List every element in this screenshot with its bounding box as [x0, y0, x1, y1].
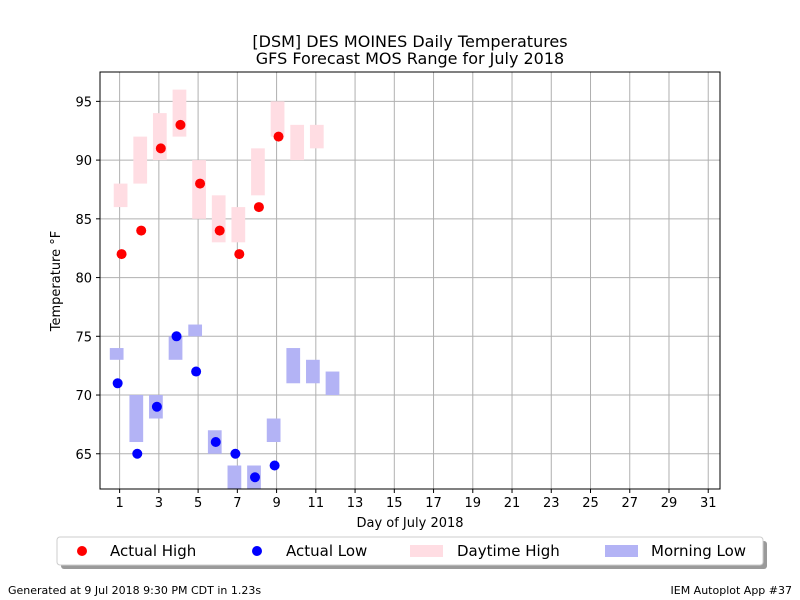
- axis-ticks: 1 3 5 7 9 11 13 15 17 19 21 23 25 27 29 316570758085909…: [75, 95, 716, 511]
- legend-actual-high-marker: [77, 546, 87, 556]
- morning-low-range-bar: [168, 336, 183, 360]
- x-tick-label: 19: [465, 496, 482, 511]
- morning-low-range-bar: [266, 418, 281, 443]
- actual-low-point: [191, 366, 202, 377]
- chart-title-line-1: [DSM] DES MOINES Daily Temperatures: [252, 32, 567, 51]
- daytime-high-range-bar: [133, 136, 148, 184]
- actual-low-point: [151, 401, 162, 412]
- grid: [100, 72, 720, 489]
- y-axis-label: Temperature °F: [49, 231, 64, 332]
- y-tick-label: 85: [75, 213, 92, 228]
- y-tick-label: 65: [75, 448, 92, 463]
- y-tick-label: 90: [75, 154, 92, 169]
- plot-frame: [99, 71, 721, 490]
- x-tick-label: 25: [582, 496, 599, 511]
- actual-high-point: [116, 249, 127, 260]
- actual-high-point: [253, 202, 264, 213]
- legend: Actual High Actual Low Daytime High Morn…: [56, 536, 767, 569]
- actual-high-point: [136, 225, 147, 236]
- actual-low-point: [112, 378, 123, 389]
- daytime-high-range-bar: [113, 183, 128, 208]
- actual-high-point: [214, 225, 225, 236]
- x-tick-label: 17: [425, 496, 442, 511]
- actual-low-point: [230, 448, 241, 459]
- morning-low-range-bar: [109, 348, 124, 360]
- x-tick-label: 15: [386, 496, 403, 511]
- morning-low-range-bar: [286, 348, 301, 384]
- morning-low-range-bar: [129, 395, 144, 443]
- x-tick-label: 3: [155, 496, 163, 511]
- chart-title: [DSM] DES MOINES Daily Temperatures GFS …: [252, 32, 567, 68]
- x-tick-label: 23: [543, 496, 560, 511]
- actual-low-point: [132, 448, 143, 459]
- actual-high-point: [234, 249, 245, 260]
- x-axis-label: Day of July 2018: [356, 516, 463, 531]
- x-tick-label: 5: [194, 496, 202, 511]
- x-tick-label: 9: [272, 496, 280, 511]
- chart-title-line-2: GFS Forecast MOS Range for July 2018: [256, 49, 564, 68]
- daytime-high-range-bar: [192, 160, 206, 219]
- x-tick-label: 1: [115, 496, 123, 511]
- morning-low-range-bar: [306, 359, 320, 384]
- legend-actual-low-label: Actual Low: [286, 542, 367, 560]
- x-tick-label: 31: [700, 496, 717, 511]
- actual-low-point: [269, 460, 280, 471]
- morning-low-range-bar: [227, 465, 242, 489]
- actual-low-point: [210, 437, 221, 448]
- legend-actual-high-label: Actual High: [110, 542, 196, 560]
- x-tick-label: 27: [621, 496, 638, 511]
- x-tick-label: 21: [504, 496, 521, 511]
- data-points: [112, 119, 284, 483]
- actual-low-point: [250, 472, 260, 483]
- daytime-high-range-bar: [251, 148, 265, 196]
- legend-morning-low-swatch: [605, 545, 638, 557]
- actual-low-point: [171, 331, 182, 342]
- range-bars: [109, 89, 340, 489]
- y-tick-label: 95: [75, 95, 92, 110]
- x-tick-label: 11: [308, 496, 325, 511]
- actual-high-point: [195, 178, 206, 189]
- y-tick-label: 70: [75, 389, 92, 404]
- actual-high-point: [175, 119, 186, 130]
- y-tick-label: 80: [75, 272, 92, 287]
- legend-actual-low-marker: [252, 546, 262, 556]
- actual-high-point: [155, 143, 166, 154]
- daytime-high-range-bar: [270, 101, 285, 137]
- daytime-high-range-bar: [231, 207, 246, 243]
- footer-generated-text: Generated at 9 Jul 2018 9:30 PM CDT in 1…: [8, 584, 262, 597]
- legend-daytime-high-label: Daytime High: [457, 542, 560, 560]
- actual-high-point: [273, 131, 284, 142]
- morning-low-range-bar: [325, 371, 340, 396]
- x-tick-label: 29: [661, 496, 678, 511]
- daytime-high-range-bar: [309, 124, 324, 149]
- legend-daytime-high-swatch: [410, 545, 443, 557]
- daytime-high-range-bar: [290, 124, 305, 161]
- morning-low-range-bar: [188, 324, 203, 337]
- footer-app-id: IEM Autoplot App #37: [670, 584, 793, 597]
- x-tick-label: 13: [347, 496, 364, 511]
- y-tick-label: 75: [75, 330, 92, 345]
- x-tick-label: 7: [233, 496, 241, 511]
- legend-morning-low-label: Morning Low: [651, 542, 746, 560]
